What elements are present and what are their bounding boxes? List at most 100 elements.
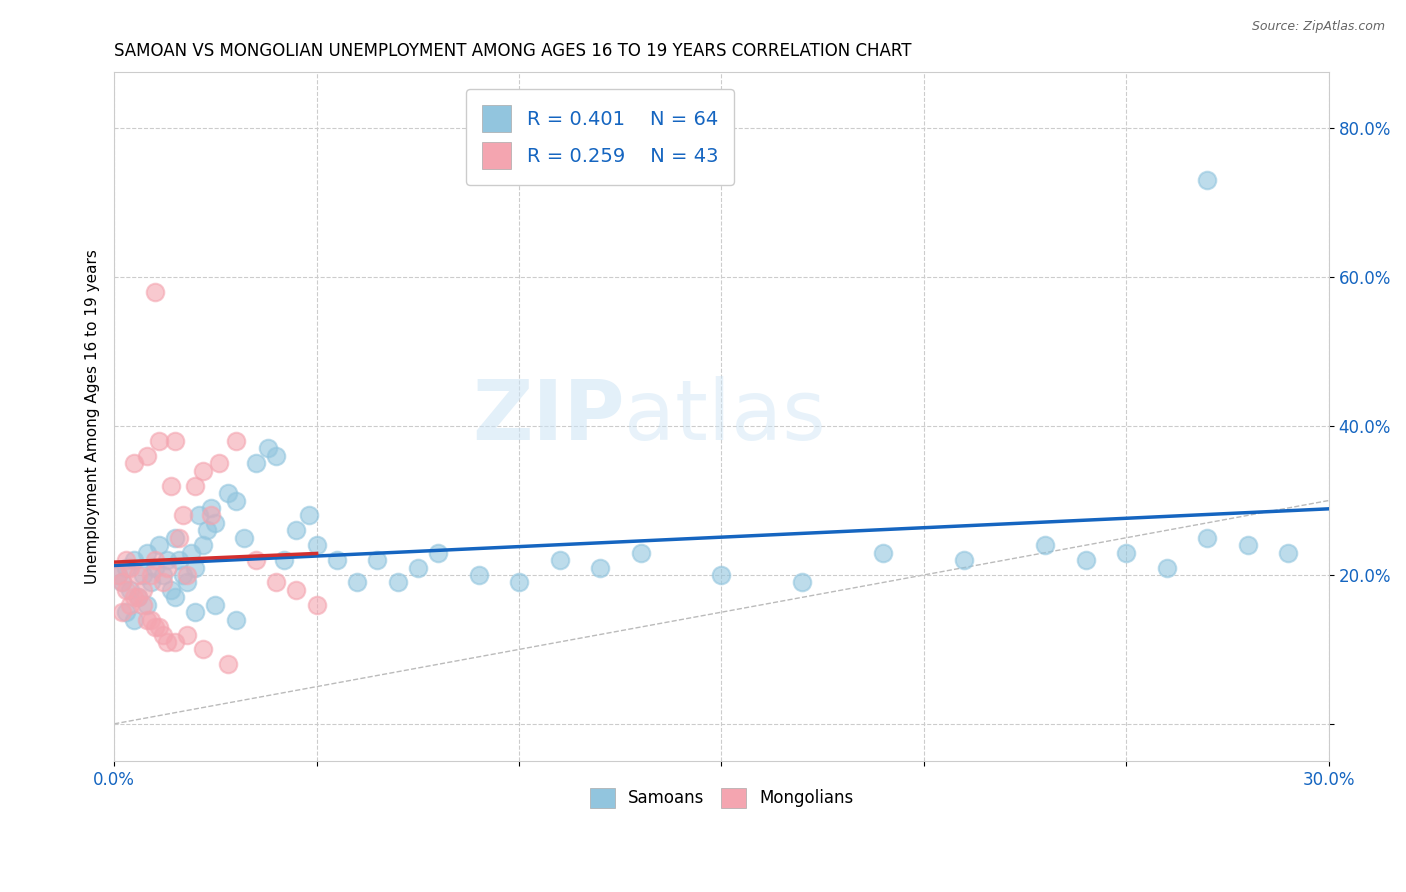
Text: ZIP: ZIP <box>472 376 624 458</box>
Point <box>152 627 174 641</box>
Point <box>1035 538 1057 552</box>
Point <box>225 493 247 508</box>
Point <box>245 553 267 567</box>
Point <box>143 560 166 574</box>
Point <box>124 456 146 470</box>
Point <box>285 582 308 597</box>
Point <box>167 553 190 567</box>
Point <box>163 531 186 545</box>
Point <box>180 546 202 560</box>
Point <box>305 598 328 612</box>
Point <box>172 568 194 582</box>
Point <box>1074 553 1097 567</box>
Point <box>139 613 162 627</box>
Point <box>135 613 157 627</box>
Point <box>111 575 134 590</box>
Point <box>152 568 174 582</box>
Point <box>1197 173 1219 187</box>
Point <box>257 442 280 456</box>
Point <box>127 591 149 605</box>
Point <box>115 582 138 597</box>
Point <box>148 434 170 448</box>
Point <box>176 575 198 590</box>
Point <box>176 627 198 641</box>
Point <box>297 508 319 523</box>
Text: Source: ZipAtlas.com: Source: ZipAtlas.com <box>1251 20 1385 33</box>
Point <box>273 553 295 567</box>
Point <box>225 434 247 448</box>
Point <box>139 575 162 590</box>
Point <box>115 553 138 567</box>
Point <box>124 591 146 605</box>
Point <box>124 613 146 627</box>
Point <box>366 553 388 567</box>
Point <box>120 560 142 574</box>
Point <box>953 553 976 567</box>
Point <box>152 575 174 590</box>
Point <box>264 449 287 463</box>
Point <box>131 582 153 597</box>
Point <box>872 546 894 560</box>
Point <box>156 635 179 649</box>
Point <box>193 464 215 478</box>
Point <box>200 500 222 515</box>
Point <box>508 575 530 590</box>
Text: SAMOAN VS MONGOLIAN UNEMPLOYMENT AMONG AGES 16 TO 19 YEARS CORRELATION CHART: SAMOAN VS MONGOLIAN UNEMPLOYMENT AMONG A… <box>114 42 911 60</box>
Point <box>193 642 215 657</box>
Point <box>193 538 215 552</box>
Point <box>120 582 142 597</box>
Point <box>139 568 162 582</box>
Point <box>156 560 179 574</box>
Point <box>148 538 170 552</box>
Point <box>346 575 368 590</box>
Point <box>111 605 134 619</box>
Text: atlas: atlas <box>624 376 827 458</box>
Point <box>135 598 157 612</box>
Point <box>107 568 129 582</box>
Point <box>1156 560 1178 574</box>
Point <box>225 613 247 627</box>
Point <box>548 553 571 567</box>
Point <box>167 531 190 545</box>
Point <box>148 620 170 634</box>
Point <box>387 575 409 590</box>
Point <box>131 598 153 612</box>
Point <box>232 531 254 545</box>
Point <box>184 560 207 574</box>
Point <box>127 568 149 582</box>
Point <box>135 449 157 463</box>
Point <box>131 568 153 582</box>
Point <box>124 553 146 567</box>
Point <box>305 538 328 552</box>
Point <box>184 478 207 492</box>
Point <box>115 560 138 574</box>
Point <box>217 657 239 672</box>
Point <box>204 598 226 612</box>
Point <box>120 598 142 612</box>
Point <box>107 568 129 582</box>
Point <box>115 605 138 619</box>
Point <box>1277 546 1299 560</box>
Point <box>143 620 166 634</box>
Point <box>427 546 450 560</box>
Point <box>208 456 231 470</box>
Point <box>264 575 287 590</box>
Point <box>111 575 134 590</box>
Point <box>184 605 207 619</box>
Point <box>245 456 267 470</box>
Point <box>143 553 166 567</box>
Point <box>160 582 183 597</box>
Point <box>630 546 652 560</box>
Point <box>195 523 218 537</box>
Point <box>326 553 349 567</box>
Point <box>1236 538 1258 552</box>
Point <box>589 560 612 574</box>
Point <box>156 553 179 567</box>
Point <box>1197 531 1219 545</box>
Point <box>143 285 166 299</box>
Point <box>127 591 149 605</box>
Point <box>217 486 239 500</box>
Point <box>204 516 226 530</box>
Point <box>172 508 194 523</box>
Point <box>163 635 186 649</box>
